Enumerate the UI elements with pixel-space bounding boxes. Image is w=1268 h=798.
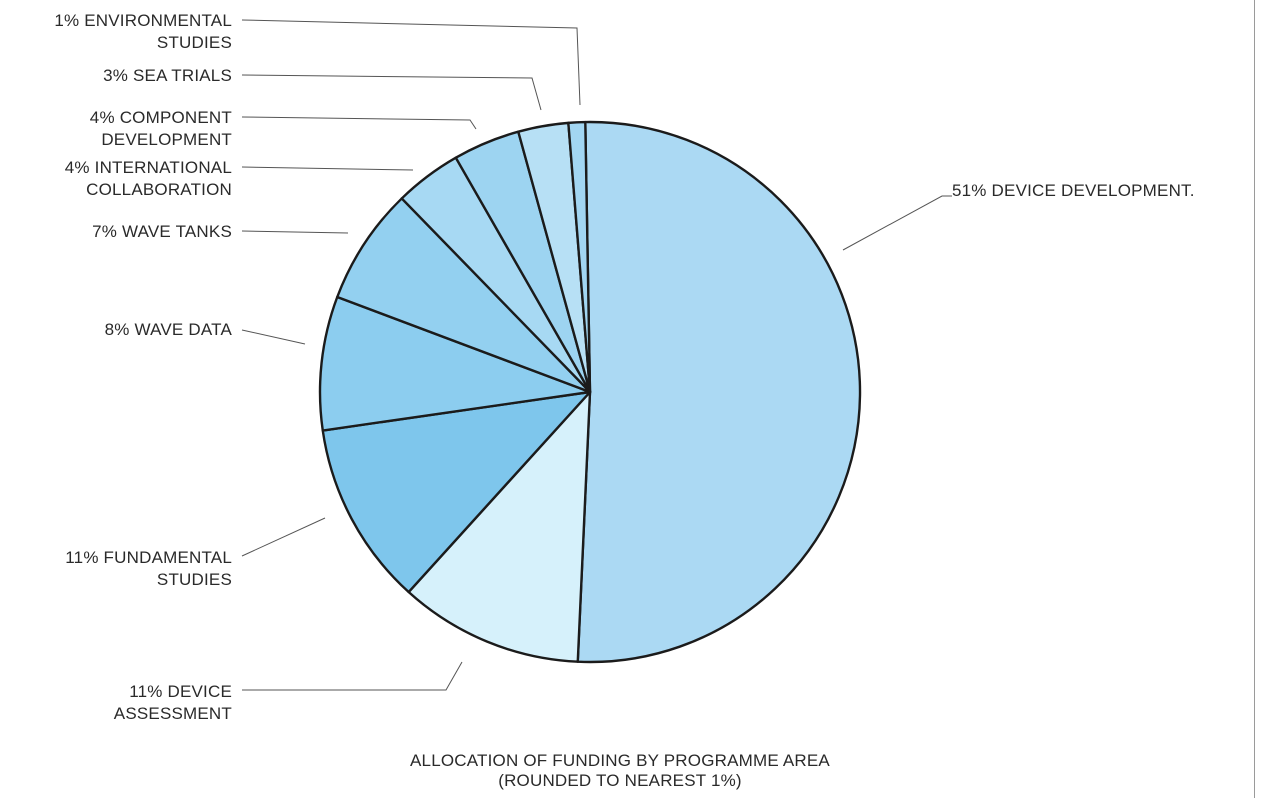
pie-slice-3 (318, 295, 592, 432)
slice-label-8: 1% ENVIRONMENTAL STUDIES (54, 11, 232, 52)
chart-subtitle: (ROUNDED TO NEAREST 1%) (498, 771, 742, 790)
slice-label-line: 1% ENVIRONMENTAL (54, 11, 232, 30)
pie-slices (318, 120, 862, 664)
slice-label-2: 11% FUNDAMENTAL STUDIES (65, 548, 232, 589)
slice-label-line: STUDIES (157, 570, 232, 589)
pie-slice-2 (321, 390, 592, 594)
slice-label-0: 51% DEVICE DEVELOPMENT. (952, 181, 1195, 200)
pie-slice-1 (407, 390, 592, 663)
leader-line-3 (241, 329, 306, 345)
slice-label-line: DEVELOPMENT (101, 130, 232, 149)
leader-line-2 (241, 517, 326, 557)
chart-title: ALLOCATION OF FUNDING BY PROGRAMME AREA (410, 751, 830, 770)
slice-label-4: 7% WAVE TANKS (92, 222, 232, 241)
pie-slice-8 (567, 120, 592, 394)
leader-line-7 (241, 74, 542, 111)
leader-line-5 (241, 166, 414, 171)
slice-label-line: STUDIES (157, 33, 232, 52)
slice-labels: 51% DEVICE DEVELOPMENT. 11% DEVICE ASSESSM… (54, 11, 1194, 723)
slice-label-1: 11% DEVICE ASSESSMENT (114, 682, 232, 723)
leader-line-0 (842, 195, 952, 251)
slice-label-line: ASSESSMENT (114, 704, 232, 723)
leader-lines (241, 19, 952, 691)
pie-slice-4 (336, 197, 592, 394)
slice-label-line: 11% DEVICE (129, 682, 232, 701)
slice-label-line: 7% WAVE TANKS (92, 222, 232, 241)
slice-label-line: 4% INTERNATIONAL (65, 158, 232, 177)
slice-label-line: 51% DEVICE DEVELOPMENT. (952, 181, 1195, 200)
slice-label-line: 11% FUNDAMENTAL (65, 548, 232, 567)
leader-line-8 (241, 19, 581, 106)
slice-label-line: 8% WAVE DATA (105, 320, 233, 339)
slice-label-line: COLLABORATION (86, 180, 232, 199)
pie-slice-0 (576, 120, 862, 664)
slice-label-5: 4% INTERNATIONAL COLLABORATION (65, 158, 232, 199)
slice-label-3: 8% WAVE DATA (105, 320, 233, 339)
leader-line-1 (242, 661, 463, 691)
slice-label-line: 3% SEA TRIALS (103, 66, 232, 85)
page-edge-rule (1254, 0, 1255, 798)
slice-label-line: 4% COMPONENT (90, 108, 232, 127)
slice-label-6: 4% COMPONENT DEVELOPMENT (90, 108, 232, 149)
leader-line-4 (241, 230, 349, 234)
slice-label-7: 3% SEA TRIALS (103, 66, 232, 85)
leader-line-6 (241, 116, 477, 130)
